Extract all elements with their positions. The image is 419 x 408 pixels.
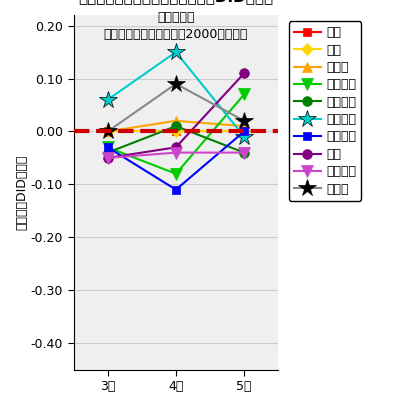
交通通信 — [173, 187, 178, 192]
教養娯楽 — [105, 155, 110, 160]
Line: 他支出: 他支出 — [98, 75, 253, 140]
Line: 家具家事: 家具家事 — [102, 89, 250, 180]
Line: 交通通信: 交通通信 — [103, 127, 248, 194]
被覆履物 — [105, 150, 110, 155]
水光熱 — [242, 124, 247, 129]
被覆履物 — [173, 124, 178, 129]
Line: 教養娯楽: 教養娯楽 — [102, 147, 250, 164]
保健医療 — [105, 97, 110, 102]
家具家事 — [173, 171, 178, 176]
Text: （総務省家計調査月報・2000年実質）: （総務省家計調査月報・2000年実質） — [104, 28, 248, 41]
教養娯楽 — [242, 150, 247, 155]
Line: 教育: 教育 — [103, 69, 249, 163]
住居 — [173, 129, 178, 134]
Y-axis label: 対例年比DID変化率: 対例年比DID変化率 — [15, 155, 28, 230]
保健医療 — [173, 50, 178, 55]
家具家事 — [242, 92, 247, 97]
食料 — [242, 129, 247, 134]
Line: 被覆履物: 被覆履物 — [103, 121, 249, 157]
教養娯楽 — [173, 150, 178, 155]
Legend: 食料, 住居, 水光熱, 家具家事, 被覆履物, 保健医療, 交通通信, 教育, 教養娯楽, 他支出: 食料, 住居, 水光熱, 家具家事, 被覆履物, 保健医療, 交通通信, 教育,… — [289, 21, 361, 201]
教育 — [105, 155, 110, 160]
教育 — [173, 145, 178, 150]
被覆履物 — [242, 150, 247, 155]
家具家事 — [105, 145, 110, 150]
他支出 — [242, 118, 247, 123]
Line: 食料: 食料 — [103, 127, 248, 135]
教育 — [242, 71, 247, 75]
Line: 住居: 住居 — [103, 127, 248, 135]
Line: 水光熱: 水光熱 — [103, 116, 249, 136]
他支出 — [105, 129, 110, 134]
食料 — [173, 129, 178, 134]
保健医療 — [242, 134, 247, 139]
Text: ［他地域］: ［他地域］ — [157, 11, 195, 24]
Line: 保健医療: 保健医療 — [98, 43, 253, 146]
水光熱 — [173, 118, 178, 123]
他支出 — [173, 81, 178, 86]
住居 — [242, 129, 247, 134]
Text: 東日本大震災後の費目別家計支出DID変化率: 東日本大震災後の費目別家計支出DID変化率 — [78, 0, 274, 4]
交通通信 — [105, 145, 110, 150]
食料 — [105, 129, 110, 134]
住居 — [105, 129, 110, 134]
交通通信 — [242, 129, 247, 134]
水光熱 — [105, 129, 110, 134]
